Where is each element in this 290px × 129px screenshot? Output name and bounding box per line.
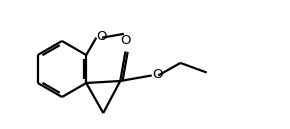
Text: O: O — [152, 68, 163, 81]
Text: O: O — [97, 30, 107, 43]
Text: O: O — [120, 34, 131, 47]
